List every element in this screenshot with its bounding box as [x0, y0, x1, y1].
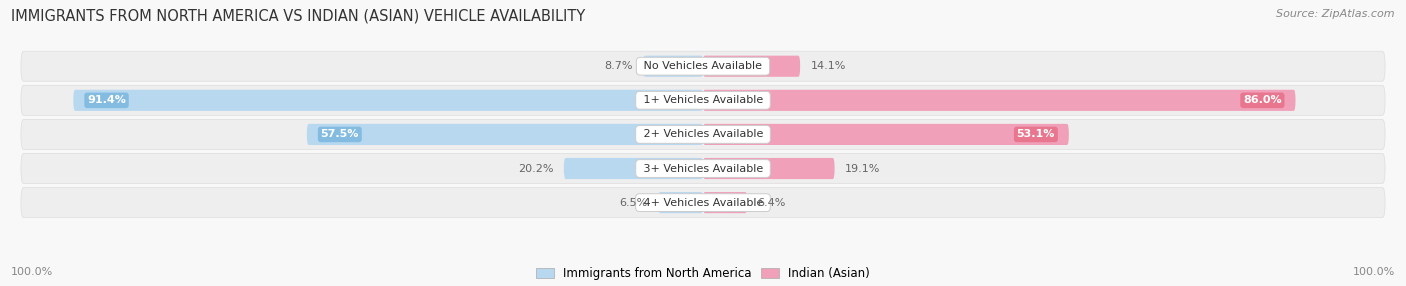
Text: 4+ Vehicles Available: 4+ Vehicles Available	[640, 198, 766, 208]
Text: 2+ Vehicles Available: 2+ Vehicles Available	[640, 130, 766, 139]
Text: 1+ Vehicles Available: 1+ Vehicles Available	[640, 95, 766, 105]
Text: IMMIGRANTS FROM NORTH AMERICA VS INDIAN (ASIAN) VEHICLE AVAILABILITY: IMMIGRANTS FROM NORTH AMERICA VS INDIAN …	[11, 9, 585, 23]
Text: 6.4%: 6.4%	[758, 198, 786, 208]
FancyBboxPatch shape	[21, 188, 1385, 218]
Text: 100.0%: 100.0%	[1353, 267, 1395, 277]
FancyBboxPatch shape	[21, 85, 1385, 115]
Text: 91.4%: 91.4%	[87, 95, 127, 105]
FancyBboxPatch shape	[703, 56, 800, 77]
Text: No Vehicles Available: No Vehicles Available	[640, 61, 766, 71]
FancyBboxPatch shape	[703, 192, 747, 213]
FancyBboxPatch shape	[21, 154, 1385, 184]
Text: 6.5%: 6.5%	[620, 198, 648, 208]
Text: 14.1%: 14.1%	[810, 61, 846, 71]
Text: 8.7%: 8.7%	[605, 61, 633, 71]
FancyBboxPatch shape	[21, 120, 1385, 149]
FancyBboxPatch shape	[703, 158, 835, 179]
FancyBboxPatch shape	[564, 158, 703, 179]
Text: 86.0%: 86.0%	[1243, 95, 1282, 105]
Text: 100.0%: 100.0%	[11, 267, 53, 277]
FancyBboxPatch shape	[73, 90, 703, 111]
FancyBboxPatch shape	[658, 192, 703, 213]
FancyBboxPatch shape	[21, 51, 1385, 81]
Text: 19.1%: 19.1%	[845, 164, 880, 174]
FancyBboxPatch shape	[307, 124, 703, 145]
FancyBboxPatch shape	[643, 56, 703, 77]
FancyBboxPatch shape	[703, 124, 1069, 145]
Text: 3+ Vehicles Available: 3+ Vehicles Available	[640, 164, 766, 174]
Legend: Immigrants from North America, Indian (Asian): Immigrants from North America, Indian (A…	[531, 262, 875, 285]
Text: 53.1%: 53.1%	[1017, 130, 1054, 139]
Text: 57.5%: 57.5%	[321, 130, 359, 139]
Text: Source: ZipAtlas.com: Source: ZipAtlas.com	[1277, 9, 1395, 19]
Text: 20.2%: 20.2%	[517, 164, 554, 174]
FancyBboxPatch shape	[703, 90, 1295, 111]
